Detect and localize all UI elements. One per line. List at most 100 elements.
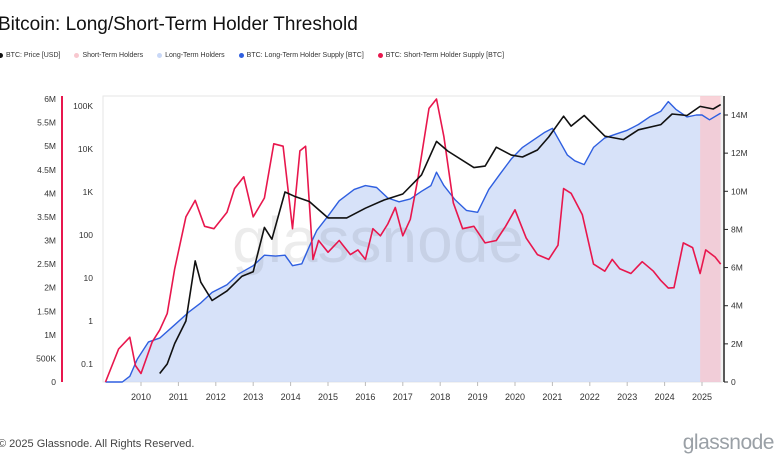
series-price-point: [563, 115, 565, 117]
legend-dot-sth-supply: [377, 53, 383, 58]
series-lth-supply-point: [159, 337, 161, 339]
series-sth-supply-point: [159, 329, 161, 331]
series-lth-supply-point: [148, 341, 150, 343]
series-sth-supply-point: [135, 365, 137, 367]
series-price-point: [699, 106, 701, 108]
series-lth-supply-point: [327, 215, 329, 217]
legend-item-lth-supply[interactable]: BTC: Long-Term Holder Supply [BTC]: [238, 52, 364, 59]
series-price-point: [638, 129, 640, 131]
glassnode-logo: glassnode: [682, 431, 775, 454]
series-sth-supply-point: [548, 259, 550, 261]
series-price-point: [264, 227, 266, 229]
series-sth-supply-point: [151, 341, 153, 343]
series-lth-supply-point: [559, 141, 561, 143]
series-price-point: [252, 271, 254, 273]
chart-title: Bitcoin: Long/Short-Term Holder Threshol…: [0, 14, 358, 35]
series-lth-supply-point: [668, 101, 670, 103]
series-sth-supply-point: [496, 240, 498, 242]
axis-left-outer-tick: 2.5M: [37, 259, 56, 269]
series-sth-supply-point: [213, 228, 215, 230]
series-sth-supply-point: [118, 348, 120, 350]
series-lth-supply-point: [436, 171, 438, 173]
legend-label-sth-supply: BTC: Short-Term Holder Supply [BTC]: [385, 52, 505, 59]
legend-item-sth-supply[interactable]: BTC: Short-Term Holder Supply [BTC]: [377, 52, 505, 59]
series-sth-supply-point: [395, 207, 397, 209]
series-sth-supply-point: [484, 242, 486, 244]
series-lth-supply-point: [174, 324, 176, 326]
series-lth-supply-point: [284, 254, 286, 256]
series-price-point: [484, 165, 486, 167]
series-sth-supply-point: [292, 228, 294, 230]
chart-legend: BTC: Price [USD] Short-Term Holders Long…: [0, 52, 504, 59]
axis-left-outer-tick: 3M: [44, 236, 56, 246]
legend-label-lth-supply: BTC: Long-Term Holder Supply [BTC]: [246, 52, 364, 59]
series-lth-supply-point: [511, 158, 513, 160]
legend-item-short-term-holders[interactable]: Short-Term Holders: [74, 52, 143, 59]
series-sth-supply-point: [641, 261, 643, 263]
series-sth-supply-point: [140, 373, 142, 375]
series-lth-supply-point: [593, 147, 595, 149]
series-lth-supply-point: [544, 131, 546, 133]
series-sth-supply-point: [714, 256, 716, 258]
series-price-point: [623, 139, 625, 141]
axis-x-tick: 2010: [131, 392, 151, 402]
series-lth-supply-point: [137, 358, 139, 360]
series-lth-supply-point: [533, 139, 535, 141]
series-sth-supply-point: [660, 280, 662, 282]
series-sth-supply-point: [338, 240, 340, 242]
series-sth-supply-point: [234, 188, 236, 190]
series-price-point: [200, 281, 202, 283]
series-price-point: [185, 320, 187, 322]
series-lth-supply-point: [696, 114, 698, 116]
series-sth-supply-point: [668, 287, 670, 289]
series-lth-supply-point: [709, 119, 711, 121]
series-price-point: [660, 124, 662, 126]
axis-x-tick: 2014: [281, 392, 301, 402]
series-sth-supply-point: [705, 249, 707, 251]
series-lth-supply-point: [477, 212, 479, 214]
series-lth-supply-point: [264, 254, 266, 256]
series-price-line: [159, 103, 722, 374]
series-sth-supply-point: [357, 249, 359, 251]
series-sth-supply-point: [402, 235, 404, 237]
series-lth-supply-point: [275, 255, 277, 257]
series-lth-supply-point: [522, 147, 524, 149]
legend-item-long-term-holders[interactable]: Long-Term Holders: [157, 52, 225, 59]
series-sth-supply-point: [720, 263, 722, 265]
series-lth-supply-point: [398, 201, 400, 203]
series-sth-supply-point: [264, 197, 266, 199]
series-sth-supply-point: [282, 145, 284, 147]
series-lth-supply-point: [301, 263, 303, 265]
series-lth-supply-point: [338, 200, 340, 202]
axis-price-tick: 1: [88, 316, 93, 326]
axis-x-tick: 2017: [393, 392, 413, 402]
series-price-point: [383, 199, 385, 201]
legend-item-price[interactable]: BTC: Price [USD]: [0, 52, 60, 59]
axis-x-tick: 2025: [692, 392, 712, 402]
series-lth-supply-point: [567, 154, 569, 156]
series-sth-supply-point: [473, 226, 475, 228]
axis-x-tick: 2011: [169, 392, 188, 402]
series-sth-supply-point: [563, 188, 565, 190]
axis-price-tick: 10: [84, 273, 94, 283]
series-sth-supply-point: [312, 259, 314, 261]
axis-x-tick: 2020: [505, 392, 525, 402]
series-lth-supply-point: [122, 381, 124, 383]
series-lth-supply-point: [353, 189, 355, 191]
series-price-point: [327, 217, 329, 219]
series-price-point: [421, 174, 423, 176]
axis-lth-supply-tick: 0: [731, 377, 736, 387]
series-price-point: [671, 113, 673, 115]
short-term-holders-area: [700, 96, 721, 382]
axis-price-tick: 10K: [78, 144, 93, 154]
series-lth-supply-point: [675, 109, 677, 111]
series-lth-supply-point: [376, 187, 378, 189]
series-price-point: [309, 201, 311, 203]
axis-lth-supply-tick: 2M: [731, 339, 743, 349]
axis-lth-supply-tick: 14M: [731, 110, 748, 120]
axis-lth-supply-tick: 4M: [731, 301, 743, 311]
axis-left-outer-tick: 4M: [44, 188, 56, 198]
series-price-point: [548, 136, 550, 138]
series-lth-supply-point: [252, 265, 254, 267]
